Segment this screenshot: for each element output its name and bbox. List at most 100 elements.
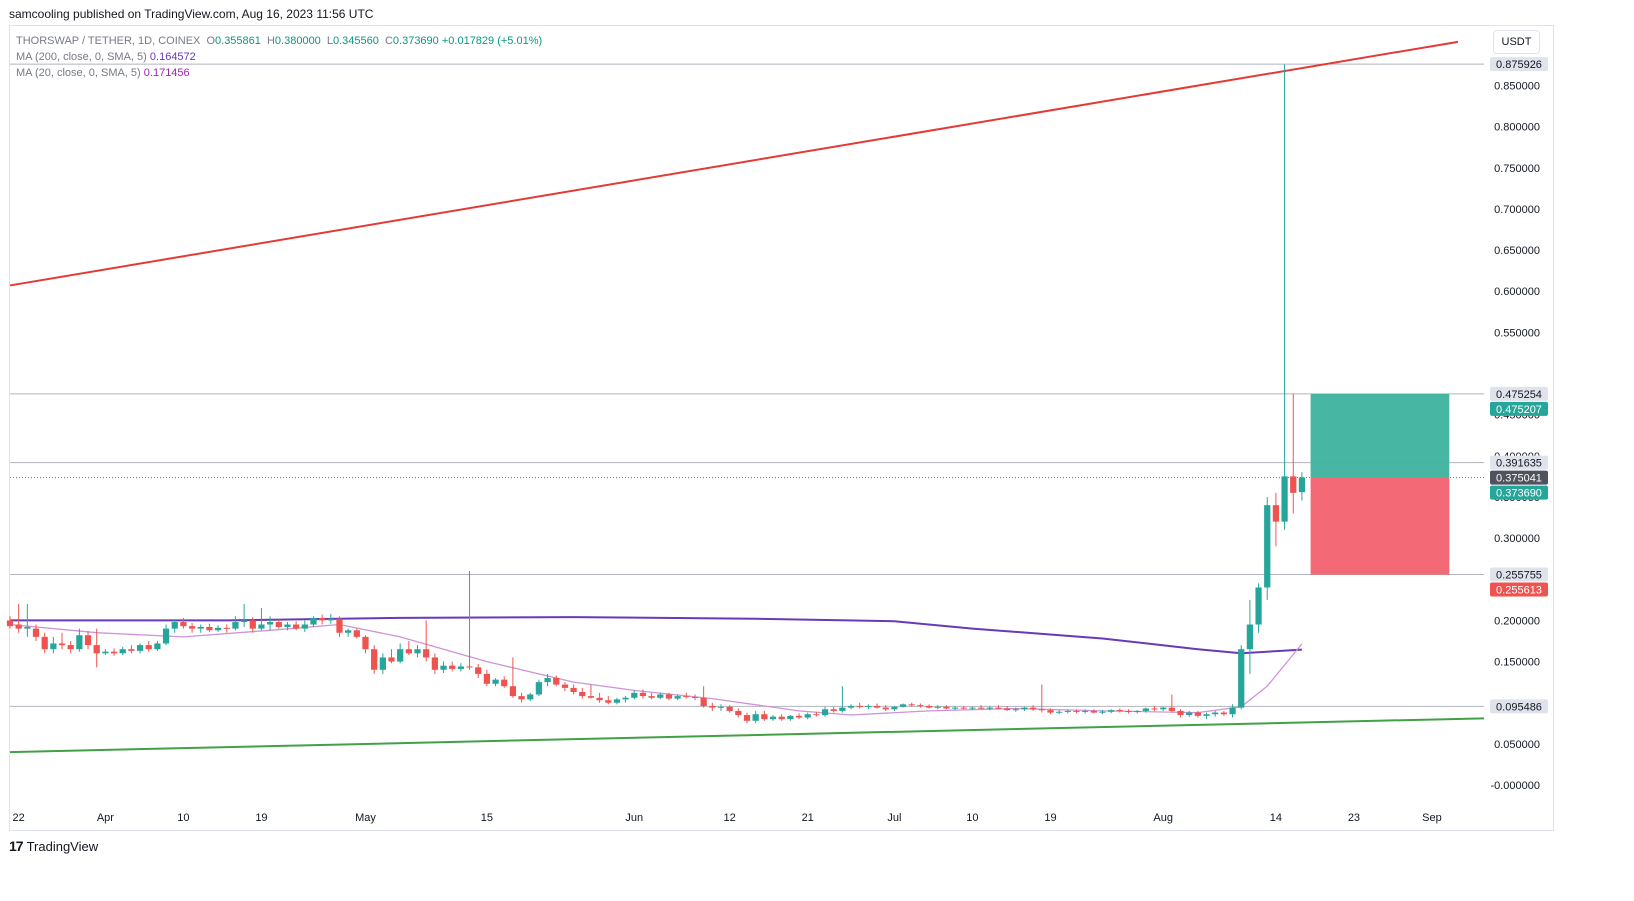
candle <box>397 643 404 664</box>
candle-body <box>162 628 170 644</box>
legend-ma200-row[interactable]: MA (200, close, 0, SMA, 5) 0.164572 <box>16 49 542 65</box>
candle <box>483 669 491 687</box>
candle-body <box>310 617 317 625</box>
candle-body <box>266 622 274 625</box>
candle <box>84 631 92 650</box>
candle <box>223 624 230 633</box>
candle-body <box>301 624 308 629</box>
candle-body <box>214 627 222 631</box>
candle-body <box>1246 624 1254 650</box>
candle <box>553 675 560 687</box>
candle-body <box>951 707 959 709</box>
x-tick-label: 19 <box>255 812 267 824</box>
candle-body <box>657 694 664 698</box>
ma20-value: 0.171456 <box>143 67 190 79</box>
candle <box>587 684 595 699</box>
currency-button[interactable]: USDT <box>1493 30 1540 54</box>
candle-body <box>769 716 777 720</box>
candle <box>1255 583 1262 633</box>
candle-body <box>1099 711 1106 713</box>
candle <box>1047 708 1054 715</box>
candle-body <box>891 706 898 710</box>
candle-body <box>1134 710 1141 712</box>
candle <box>778 714 785 721</box>
candle-body <box>1290 476 1297 493</box>
candle-body <box>1255 587 1262 625</box>
candle-body <box>414 649 421 654</box>
candle <box>431 653 438 674</box>
candle <box>76 628 83 652</box>
candle <box>1082 709 1089 714</box>
candle-body <box>1038 709 1045 711</box>
candle-body <box>882 707 889 710</box>
price-tag-label: 0.391635 <box>1496 458 1542 470</box>
candle <box>197 624 204 633</box>
candle-body <box>371 649 378 670</box>
support-trendline <box>9 717 1485 754</box>
candle-body <box>457 666 464 669</box>
candle <box>1038 684 1045 713</box>
candle-body <box>1021 707 1028 710</box>
candle-body <box>24 626 31 629</box>
candle <box>769 715 777 721</box>
candle <box>1290 394 1297 514</box>
candle-body <box>969 707 976 709</box>
candle-body <box>41 636 48 650</box>
price-tag-label: 0.875926 <box>1496 59 1542 71</box>
moving-averages <box>9 616 1303 716</box>
candle-body <box>674 696 681 699</box>
candle <box>795 713 803 720</box>
candle-body <box>188 626 196 629</box>
candle-body <box>579 692 586 697</box>
candle <box>561 682 569 692</box>
brand-name: TradingView <box>26 838 99 854</box>
candle <box>813 711 820 717</box>
candle-body <box>605 700 612 703</box>
candle <box>726 705 733 713</box>
candle <box>475 664 482 679</box>
candle-body <box>934 706 941 708</box>
price-tag-bg <box>1490 386 1548 401</box>
candle-body <box>778 716 785 720</box>
candle-body <box>795 715 803 718</box>
candle <box>188 622 196 633</box>
candle <box>1229 704 1236 718</box>
y-tick-label: 0.850000 <box>1494 80 1540 92</box>
candle <box>1220 710 1228 716</box>
candle-body <box>6 620 14 627</box>
candle <box>492 678 499 687</box>
candle <box>899 703 907 708</box>
candle <box>1186 710 1193 717</box>
candle-body <box>830 709 837 711</box>
price-tag: 0.375041 <box>1490 470 1548 485</box>
candle-body <box>726 706 733 711</box>
y-tick-label: 0.200000 <box>1494 615 1540 627</box>
candle-body <box>232 622 239 629</box>
candle <box>293 621 300 631</box>
candle-body <box>284 624 291 627</box>
candle-body <box>535 682 543 695</box>
legend-ma20-row[interactable]: MA (20, close, 0, SMA, 5) 0.171456 <box>16 65 542 81</box>
ma200-line <box>10 616 1302 655</box>
candle-body <box>1194 712 1201 716</box>
candle-body <box>397 649 404 662</box>
candle <box>951 705 959 711</box>
change-value: +0.017829 (+5.01%) <box>441 35 543 47</box>
candle-body <box>440 665 447 670</box>
candle <box>1177 709 1184 718</box>
candle <box>665 692 673 701</box>
candle <box>336 616 343 637</box>
open-value: 0.355861 <box>215 35 261 47</box>
candle <box>691 694 699 701</box>
published-caption: samcooling published on TradingView.com,… <box>9 7 374 21</box>
price-tag: 0.391635 <box>1490 455 1548 470</box>
candle <box>180 617 187 629</box>
candle <box>136 643 144 654</box>
x-tick-label: Sep <box>1422 812 1442 824</box>
candle <box>1142 707 1149 713</box>
x-tick-label: 10 <box>966 812 978 824</box>
candle <box>605 696 612 705</box>
candle <box>466 571 473 670</box>
candle <box>977 705 985 710</box>
